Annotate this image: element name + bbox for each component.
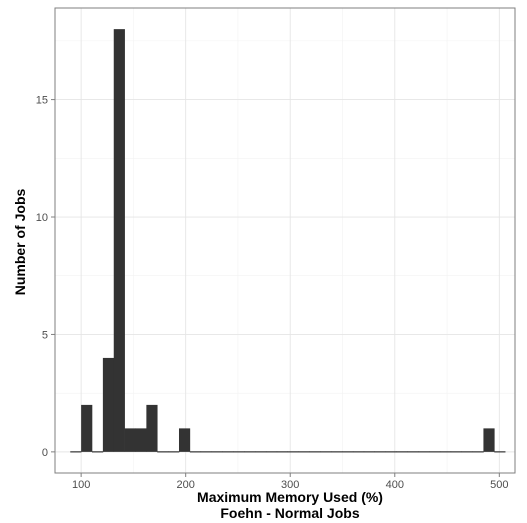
y-tick-label: 0 <box>42 447 48 459</box>
histogram-bar <box>81 404 93 452</box>
histogram-bar <box>124 428 136 452</box>
x-tick-label: 100 <box>72 479 90 491</box>
y-axis-label: Number of Jobs <box>12 189 28 296</box>
y-tick-label: 10 <box>36 212 48 224</box>
histogram-bar <box>178 428 191 452</box>
histogram-bar <box>102 357 115 452</box>
histogram-bars <box>70 29 506 453</box>
x-tick-label: 500 <box>490 479 508 491</box>
histogram-bar <box>135 428 147 452</box>
x-axis-label: Maximum Memory Used (%) <box>197 489 383 505</box>
y-tick-label: 15 <box>36 95 48 107</box>
histogram-bar <box>146 404 158 452</box>
x-tick-label: 300 <box>281 479 299 491</box>
axis-ticks: 100 200 300 400 500 0 5 10 15 <box>36 95 509 491</box>
panel-border <box>54 7 516 474</box>
x-tick-label: 200 <box>177 479 195 491</box>
x-tick-label: 400 <box>386 479 404 491</box>
histogram-bar <box>113 29 125 452</box>
y-tick-label: 5 <box>42 329 48 341</box>
x-axis-subtitle: Foehn - Normal Jobs <box>220 505 359 521</box>
histogram-bar <box>483 428 495 452</box>
